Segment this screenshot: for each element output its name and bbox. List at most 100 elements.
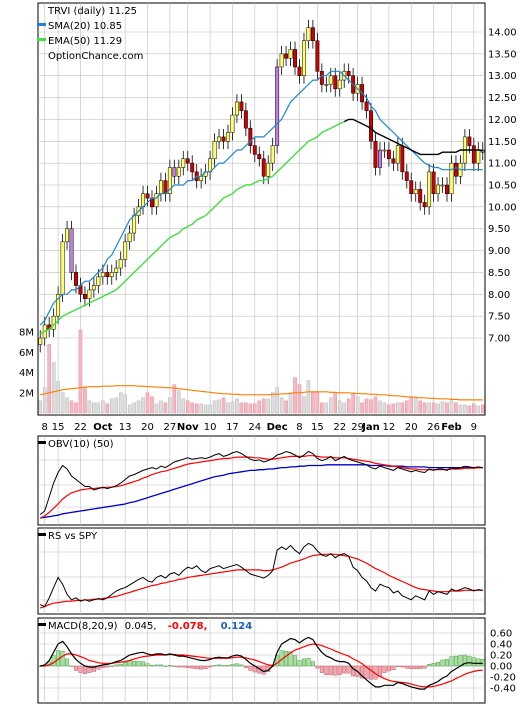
volume-bar bbox=[369, 399, 373, 414]
volume-bar bbox=[190, 402, 194, 414]
candle-body bbox=[382, 149, 387, 152]
rs-average-line bbox=[40, 553, 483, 609]
volume-tick-label: 8M bbox=[19, 328, 34, 339]
candle-body bbox=[315, 40, 320, 72]
volume-bar bbox=[248, 403, 253, 414]
volume-bar bbox=[422, 402, 427, 414]
rs-line bbox=[39, 542, 483, 608]
macd-tick-label: 0.40 bbox=[490, 640, 512, 651]
macd-histogram-bar bbox=[333, 665, 338, 676]
candle-body bbox=[234, 101, 239, 116]
candle-body bbox=[427, 171, 432, 208]
macd-histogram-bar bbox=[158, 664, 163, 667]
macd-swatch bbox=[38, 623, 46, 626]
x-tick-label: 20 bbox=[405, 422, 418, 433]
candle-body bbox=[284, 53, 289, 59]
candle-body bbox=[422, 202, 427, 208]
macd-hist-value: 0.124 bbox=[221, 621, 253, 632]
price-tick-label: 11.50 bbox=[488, 137, 517, 148]
candle-body bbox=[364, 101, 369, 111]
candle-body bbox=[310, 27, 315, 41]
macd-histogram-bar bbox=[87, 665, 92, 673]
price-tick-label: 12.50 bbox=[488, 93, 517, 104]
legend-ema: EMA(50) 11.29 bbox=[48, 36, 122, 47]
candle-body bbox=[56, 294, 61, 317]
volume-bar bbox=[396, 402, 400, 414]
candle-body bbox=[431, 171, 436, 194]
volume-bar bbox=[168, 397, 172, 414]
volume-bar bbox=[235, 398, 239, 414]
candle-body bbox=[409, 180, 414, 194]
price-tick-label: 14.00 bbox=[488, 28, 517, 39]
volume-bar bbox=[136, 400, 141, 414]
price-tick-label: 8.50 bbox=[488, 268, 510, 279]
volume-bar bbox=[109, 398, 114, 414]
price-tick-label: 12.00 bbox=[488, 115, 517, 126]
volume-bar bbox=[409, 396, 414, 414]
macd-histogram-bar bbox=[60, 650, 65, 667]
candle-body bbox=[127, 232, 132, 243]
volume-bar bbox=[387, 404, 391, 414]
macd-histogram-bar bbox=[100, 665, 105, 668]
price-tick-label: 7.00 bbox=[488, 334, 510, 345]
rs-legend: RS vs SPY bbox=[38, 531, 98, 542]
volume-bar bbox=[56, 381, 60, 414]
candle-body bbox=[65, 228, 70, 243]
volume-bar bbox=[65, 397, 69, 414]
volume-bar bbox=[105, 403, 110, 414]
candle-body bbox=[324, 84, 329, 86]
macd-histogram-bar bbox=[315, 665, 320, 669]
price-tick-label: 11.00 bbox=[488, 159, 517, 170]
x-tick-label: 15 bbox=[311, 422, 324, 433]
macd-title: MACD(8,20,9) bbox=[48, 621, 118, 632]
macd-histogram-bar bbox=[118, 664, 123, 667]
candle-body bbox=[306, 27, 311, 41]
candle-body bbox=[176, 167, 181, 177]
candle-body bbox=[279, 53, 284, 68]
macd-histogram-bar bbox=[74, 665, 78, 671]
volume-bar bbox=[239, 402, 244, 414]
macd-histogram-bar bbox=[346, 665, 351, 674]
macd-histogram-bar bbox=[78, 665, 83, 673]
volume-bar bbox=[145, 392, 150, 414]
volume-bar bbox=[275, 387, 279, 414]
volume-bar bbox=[351, 392, 355, 414]
macd-histogram-bar bbox=[440, 659, 445, 667]
volume-bar bbox=[87, 400, 92, 414]
macd-histogram-bar bbox=[328, 665, 333, 676]
volume-bar bbox=[177, 390, 181, 414]
macd-histogram-bar bbox=[377, 665, 382, 677]
volume-bar bbox=[118, 392, 123, 414]
volume-bar bbox=[378, 400, 382, 414]
macd-histogram-bar bbox=[301, 658, 306, 667]
x-tick-label: 20 bbox=[141, 422, 154, 433]
volume-bar bbox=[38, 400, 42, 414]
volume-bar bbox=[199, 403, 203, 414]
macd-histogram-bar bbox=[284, 650, 289, 667]
volume-bar bbox=[163, 402, 168, 414]
price-legend: TRVI (daily) 11.25 SMA(20) 10.85 EMA(50)… bbox=[37, 6, 143, 62]
volume-bar bbox=[74, 402, 78, 414]
macd-histogram-bar bbox=[176, 665, 181, 668]
macd-histogram-bar bbox=[351, 665, 356, 677]
volume-bar bbox=[320, 402, 324, 414]
macd-histogram-bar bbox=[400, 665, 405, 668]
macd-tick-label: 0.60 bbox=[490, 629, 512, 640]
macd-histogram-bar bbox=[136, 660, 141, 667]
macd-histogram-bar bbox=[51, 655, 56, 667]
volume-bar bbox=[324, 402, 329, 414]
ema50-line bbox=[39, 120, 345, 335]
candle-body bbox=[302, 40, 306, 76]
macd-histogram-bar bbox=[221, 665, 226, 667]
volume-bar bbox=[293, 377, 297, 414]
candle-body bbox=[395, 145, 400, 164]
volume-bar bbox=[83, 387, 87, 414]
candle-body bbox=[105, 272, 110, 278]
volume-bar bbox=[472, 403, 476, 414]
candle-body bbox=[275, 66, 280, 146]
macd-histogram-bar bbox=[418, 665, 423, 669]
sma20-line bbox=[39, 70, 483, 326]
macd-histogram-bar bbox=[480, 659, 485, 667]
candle-body bbox=[386, 149, 391, 160]
